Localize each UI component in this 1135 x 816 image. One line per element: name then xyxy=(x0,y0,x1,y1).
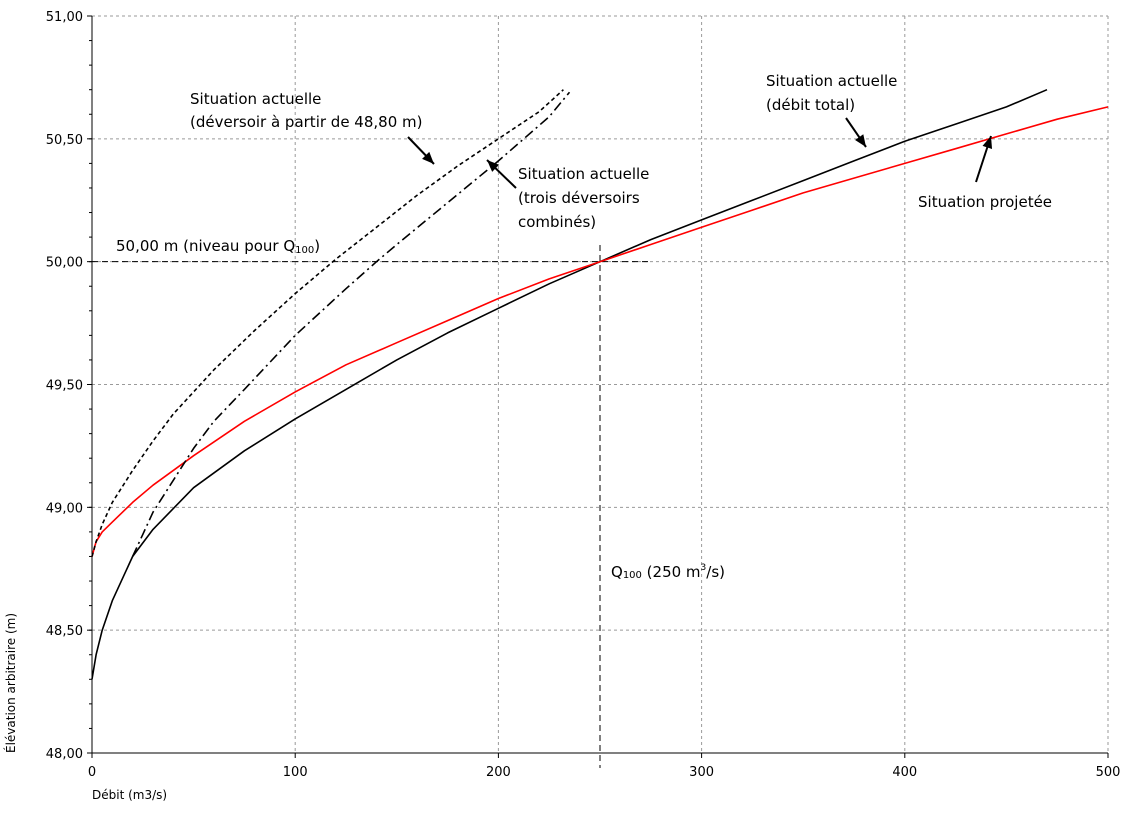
annotation-q100-prefix: Q xyxy=(611,563,623,581)
y-tick-label: 48,50 xyxy=(46,624,83,639)
series-line-4 xyxy=(131,91,571,557)
annotation-q100-sup: 3 xyxy=(701,563,707,573)
arrow-deversoir-head xyxy=(422,151,434,164)
y-tick-label: 49,00 xyxy=(46,501,83,516)
series-line-3 xyxy=(91,89,564,557)
y-axis-title: Élévation arbitraire (m) xyxy=(3,613,18,753)
x-tick-label: 0 xyxy=(88,765,96,780)
arrow-projetee-head xyxy=(982,136,993,149)
annotation-actuelle-deversoir-line2: (déversoir à partir de 48,80 m) xyxy=(190,113,423,131)
annotation-niveau-q100: 50,00 m (niveau pour Q100) xyxy=(116,237,320,256)
x-tick-label: 300 xyxy=(689,765,714,780)
y-tick-label: 50,50 xyxy=(46,133,83,148)
arrow-trois-head xyxy=(487,160,500,172)
ticks: 0 100 200 300 400 500 48,00 48,50 49,00 49,50 50,0… xyxy=(46,10,1121,780)
annotation-q100-mid: (250 m xyxy=(642,563,701,581)
y-tick-label: 50,00 xyxy=(46,256,83,271)
annotation-projetee: Situation projetée xyxy=(918,193,1052,211)
series-group xyxy=(91,88,1109,680)
x-tick-label: 400 xyxy=(892,765,917,780)
annotation-actuelle-total-line2: (débit total) xyxy=(766,96,855,114)
y-tick-label: 49,50 xyxy=(46,379,83,394)
annotation-actuelle-total-line1: Situation actuelle xyxy=(766,72,897,90)
x-tick-label: 500 xyxy=(1096,765,1121,780)
annotation-niveau-suffix: ) xyxy=(314,237,320,255)
series-line-1 xyxy=(91,88,1048,680)
annotation-actuelle-trois-line3: combinés) xyxy=(518,213,596,231)
x-axis-title: Débit (m3/s) xyxy=(92,788,167,802)
annotation-actuelle-trois-line1: Situation actuelle xyxy=(518,165,649,183)
grid xyxy=(92,15,1109,753)
annotation-actuelle-deversoir-line1: Situation actuelle xyxy=(190,90,321,108)
x-tick-label: 200 xyxy=(486,765,511,780)
annotation-actuelle-trois-line2: (trois déversoirs xyxy=(518,189,640,207)
annotation-niveau-prefix: 50,00 m (niveau pour Q xyxy=(116,237,295,255)
annotation-q100-sub: 100 xyxy=(623,570,642,581)
annotation-niveau-sub: 100 xyxy=(295,245,314,256)
arrow-total-head xyxy=(855,134,866,147)
y-tick-label: 48,00 xyxy=(46,747,83,762)
x-tick-label: 100 xyxy=(283,765,308,780)
series-line-2 xyxy=(91,106,1109,557)
y-tick-label: 51,00 xyxy=(46,10,83,25)
annotation-arrows xyxy=(407,117,993,189)
annotation-q100-suffix: /s) xyxy=(706,563,725,581)
annotation-q100: Q100 (250 m3/s) xyxy=(611,563,725,581)
reference-lines xyxy=(92,245,651,768)
